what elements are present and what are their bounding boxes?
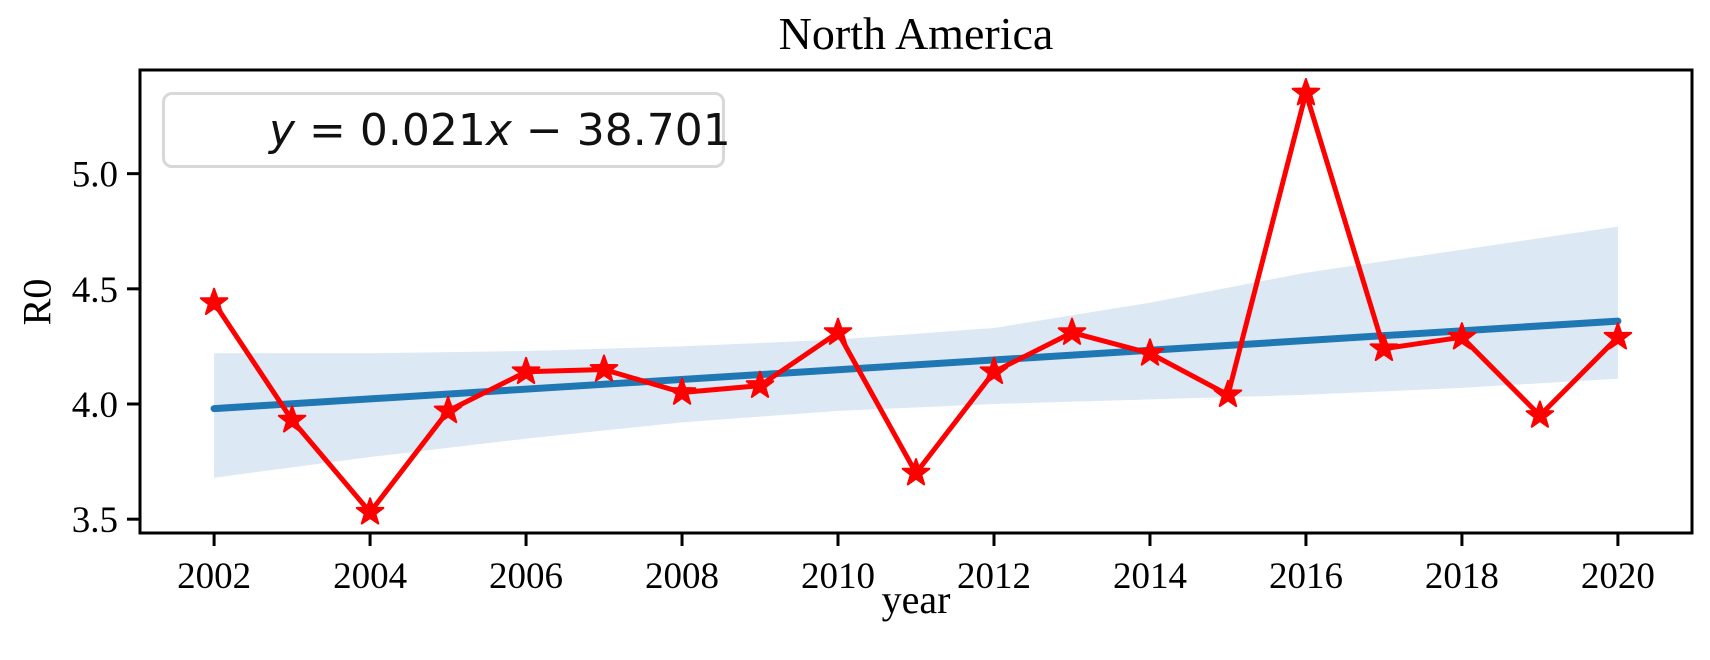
x-tick-label: 2002 <box>177 556 251 597</box>
data-point-marker <box>1213 379 1243 408</box>
x-tick-label: 2006 <box>489 556 563 597</box>
x-tick-label: 2012 <box>957 556 1031 597</box>
data-point-marker <box>589 354 619 382</box>
data-point-marker <box>1135 338 1165 366</box>
data-point-marker <box>823 317 853 345</box>
data-point-marker <box>511 356 541 385</box>
x-tick-label: 2008 <box>645 556 719 597</box>
data-point-marker <box>1525 400 1555 428</box>
axes-spines <box>138 68 1694 535</box>
data-point-marker <box>745 370 775 398</box>
equation-mid: = 0.021 <box>295 104 486 156</box>
data-point-marker <box>277 405 307 433</box>
equation-tail: − 38.701 <box>511 104 731 156</box>
confidence-band <box>214 226 1618 478</box>
y-tick-label: 3.5 <box>72 500 118 541</box>
y-tick-label: 5.0 <box>72 155 118 196</box>
data-point-marker <box>355 497 385 525</box>
x-tick-label: 2020 <box>1581 556 1655 597</box>
data-point-marker <box>1603 322 1633 350</box>
equation-legend-box: y = 0.021 x − 38.701 <box>162 92 731 168</box>
x-tick-label: 2018 <box>1425 556 1499 597</box>
chart-title: North America <box>778 8 1054 59</box>
y-axis-label: R0 <box>14 278 60 326</box>
y-tick-label: 4.0 <box>72 385 118 426</box>
y-tick-label: 4.5 <box>72 270 118 311</box>
data-point-marker <box>1447 322 1477 350</box>
data-point-marker <box>1291 78 1321 106</box>
data-point-marker <box>199 287 229 315</box>
data-point-marker <box>1369 333 1399 361</box>
x-axis-label: year <box>881 577 951 622</box>
data-point-marker <box>979 356 1009 385</box>
x-tick-label: 2014 <box>1113 556 1187 597</box>
data-point-marker <box>1057 317 1087 345</box>
data-point-marker <box>667 377 697 405</box>
x-tick-label: 2016 <box>1269 556 1343 597</box>
x-tick-label: 2010 <box>801 556 875 597</box>
data-point-marker <box>901 458 931 486</box>
equation-y-var: y <box>269 104 296 156</box>
x-tick-label: 2004 <box>333 556 407 597</box>
data-point-marker <box>433 395 463 424</box>
equation-x-var: x <box>485 104 512 156</box>
